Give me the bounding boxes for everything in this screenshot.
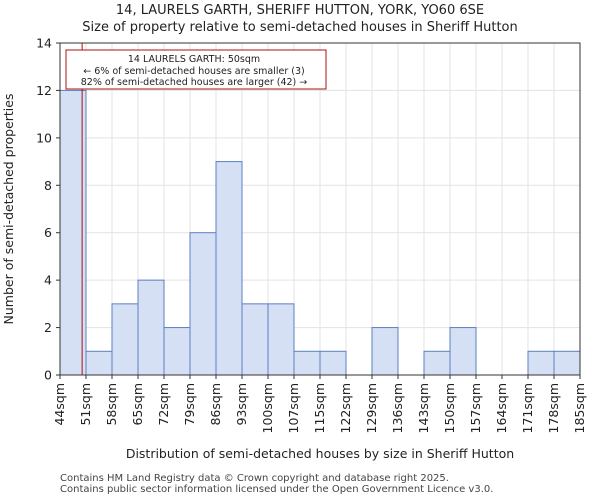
y-tick-label: 14 <box>36 36 52 51</box>
bar-93sqm <box>241 303 269 376</box>
y-tick-label: 10 <box>36 130 52 145</box>
x-tick-label: 107sqm <box>286 383 301 433</box>
x-tick-label: 51sqm <box>78 383 93 426</box>
x-tick-label: 150sqm <box>442 383 457 433</box>
bar-171sqm <box>527 350 555 376</box>
histogram-chart: 0 2 4 6 8 10 12 14 44sqm 51sqm 58sqm 65sqm 72sqm 79sq… <box>1 36 587 462</box>
footer-licence: Contains public sector information licen… <box>60 484 494 495</box>
x-tick-label: 157sqm <box>468 383 483 433</box>
y-tick-label: 6 <box>44 225 52 240</box>
x-tick-label: 44sqm <box>52 383 67 426</box>
bar-107sqm <box>293 350 321 376</box>
bar-72sqm <box>163 327 191 376</box>
x-tick-label: 136sqm <box>390 383 405 433</box>
y-tick-label: 4 <box>44 273 52 288</box>
chart-subtitle: Size of property relative to semi-detach… <box>82 20 518 35</box>
bar-115sqm <box>319 350 347 376</box>
x-tick-label: 86sqm <box>208 383 223 426</box>
x-tick-label: 72sqm <box>156 383 171 426</box>
y-tick-label: 2 <box>44 320 52 335</box>
y-tick-label: 8 <box>44 178 52 193</box>
annotation-line-larger: 82% of semi-detached houses are larger (… <box>81 77 308 88</box>
chart-title: 14, LAURELS GARTH, SHERIFF HUTTON, YORK,… <box>115 3 485 18</box>
bar-79sqm <box>189 232 217 376</box>
x-tick-label: 143sqm <box>416 383 431 433</box>
bar-143sqm <box>423 350 451 376</box>
x-axis-label: Distribution of semi-detached houses by … <box>126 446 514 461</box>
axis-ticks: 0 2 4 6 8 10 12 14 44sqm 51sqm 58sqm 65sqm 72sqm 79sq… <box>36 36 587 434</box>
bar-178sqm <box>553 350 581 376</box>
x-tick-label: 129sqm <box>364 383 379 433</box>
annotation-border <box>65 49 327 90</box>
x-tick-label: 100sqm <box>260 383 275 433</box>
bar-100sqm <box>267 303 295 376</box>
bar-129sqm <box>371 327 399 376</box>
x-tick-label: 115sqm <box>312 383 327 433</box>
x-tick-label: 79sqm <box>182 383 197 426</box>
bar-58sqm <box>111 303 139 376</box>
x-tick-label: 178sqm <box>546 383 561 433</box>
annotation-box: 14 LAURELS GARTH: 50sqm ← 6% of semi-det… <box>65 49 327 90</box>
x-tick-label: 65sqm <box>130 383 145 426</box>
y-tick-label: 0 <box>44 368 52 383</box>
y-axis-label: Number of semi-detached properties <box>1 94 16 325</box>
x-tick-label: 164sqm <box>494 383 509 433</box>
bar-150sqm <box>449 327 477 376</box>
x-tick-label: 171sqm <box>520 383 535 433</box>
y-tick-label: 12 <box>36 83 52 98</box>
x-tick-label: 93sqm <box>234 383 249 426</box>
annotation-line-property: 14 LAURELS GARTH: 50sqm <box>128 54 260 65</box>
x-tick-label: 122sqm <box>338 383 353 433</box>
footer-copyright: Contains HM Land Registry data © Crown c… <box>60 473 449 484</box>
x-tick-label: 58sqm <box>104 383 119 426</box>
bar-65sqm <box>137 279 165 376</box>
bar-51sqm <box>85 350 113 376</box>
x-tick-label: 185sqm <box>572 383 587 433</box>
bar-86sqm <box>215 161 243 376</box>
bars <box>59 89 581 376</box>
annotation-line-smaller: ← 6% of semi-detached houses are smaller… <box>83 66 304 77</box>
